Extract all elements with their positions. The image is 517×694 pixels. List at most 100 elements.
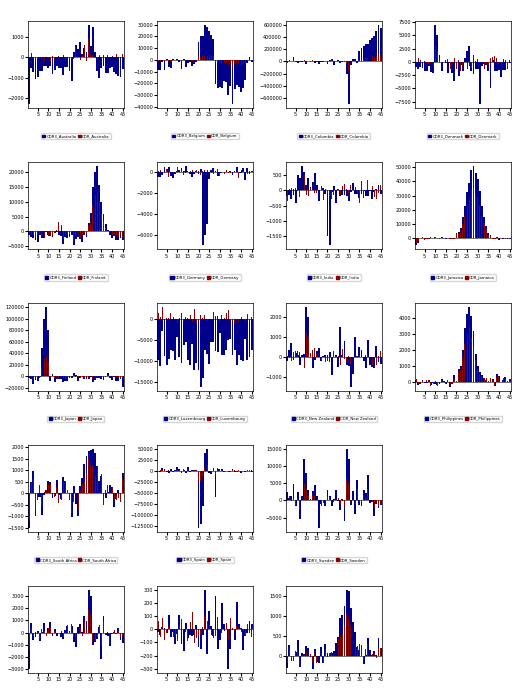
Bar bbox=[483, 62, 485, 64]
Bar bbox=[445, 62, 447, 63]
Bar bbox=[160, 60, 161, 61]
Bar bbox=[48, 629, 49, 632]
Bar bbox=[373, 190, 375, 192]
Bar bbox=[286, 190, 288, 196]
Legend: CDR3_Colombia, CDR_Colombia: CDR3_Colombia, CDR_Colombia bbox=[297, 133, 370, 139]
Bar bbox=[206, 319, 208, 354]
Bar bbox=[441, 62, 442, 63]
Bar bbox=[363, 357, 364, 361]
Bar bbox=[170, 319, 172, 350]
Bar bbox=[365, 493, 367, 500]
Bar bbox=[107, 375, 108, 376]
Bar bbox=[462, 357, 463, 382]
Bar bbox=[477, 369, 478, 382]
Bar bbox=[303, 60, 305, 62]
Bar bbox=[215, 629, 216, 636]
Bar bbox=[310, 498, 311, 500]
Bar bbox=[376, 500, 377, 503]
Bar bbox=[288, 498, 290, 500]
Bar bbox=[358, 51, 360, 62]
Bar bbox=[39, 376, 40, 378]
Bar bbox=[331, 653, 332, 656]
Bar bbox=[217, 617, 218, 629]
Bar bbox=[359, 355, 360, 357]
Bar bbox=[212, 39, 214, 60]
Bar bbox=[69, 231, 70, 234]
Bar bbox=[210, 471, 212, 473]
Bar bbox=[310, 356, 311, 357]
Bar bbox=[333, 500, 334, 502]
Bar bbox=[306, 646, 307, 656]
Bar bbox=[466, 314, 468, 382]
Bar bbox=[210, 626, 212, 629]
Bar bbox=[163, 628, 165, 629]
Bar bbox=[162, 618, 163, 629]
Bar bbox=[197, 42, 200, 60]
Bar bbox=[225, 319, 227, 350]
Bar bbox=[37, 231, 39, 242]
Bar bbox=[327, 653, 328, 656]
Bar bbox=[107, 485, 108, 493]
Bar bbox=[297, 355, 299, 357]
Bar bbox=[219, 60, 221, 87]
Bar bbox=[417, 238, 419, 243]
Bar bbox=[466, 192, 468, 238]
Bar bbox=[238, 60, 240, 87]
Bar bbox=[37, 376, 38, 378]
Bar bbox=[340, 636, 341, 656]
Bar bbox=[206, 448, 208, 471]
Bar bbox=[342, 349, 343, 357]
Bar bbox=[67, 376, 68, 378]
Bar bbox=[101, 376, 102, 378]
Bar bbox=[37, 493, 39, 497]
Bar bbox=[433, 382, 434, 384]
Bar bbox=[323, 500, 324, 502]
Bar bbox=[71, 231, 72, 232]
Bar bbox=[173, 171, 174, 174]
Bar bbox=[236, 60, 238, 85]
Bar bbox=[83, 376, 85, 379]
Bar bbox=[227, 319, 229, 340]
Bar bbox=[43, 319, 45, 376]
Bar bbox=[193, 629, 195, 635]
Bar bbox=[479, 374, 480, 382]
Bar bbox=[316, 351, 318, 357]
Bar bbox=[200, 471, 202, 523]
Bar bbox=[346, 357, 347, 365]
Bar bbox=[488, 62, 489, 71]
Bar bbox=[84, 231, 85, 233]
Bar bbox=[301, 172, 302, 190]
Bar bbox=[164, 60, 165, 62]
Bar bbox=[339, 190, 341, 196]
Bar bbox=[470, 62, 472, 71]
Bar bbox=[77, 627, 79, 632]
Bar bbox=[451, 382, 453, 384]
Bar bbox=[157, 60, 159, 70]
Bar bbox=[115, 376, 117, 381]
Bar bbox=[45, 307, 47, 376]
Bar bbox=[316, 496, 318, 500]
Bar bbox=[344, 190, 345, 196]
Bar bbox=[344, 500, 345, 521]
Bar bbox=[238, 171, 240, 173]
Bar bbox=[418, 382, 419, 384]
Bar bbox=[31, 482, 32, 493]
Bar bbox=[39, 493, 41, 498]
Bar bbox=[337, 60, 339, 62]
Bar bbox=[460, 228, 462, 238]
Bar bbox=[295, 652, 297, 656]
Bar bbox=[333, 62, 334, 63]
Bar bbox=[379, 648, 382, 656]
Bar bbox=[415, 62, 417, 67]
Bar bbox=[43, 493, 45, 496]
Bar bbox=[306, 307, 307, 357]
Bar bbox=[52, 632, 53, 636]
Bar bbox=[48, 481, 49, 493]
Bar bbox=[301, 62, 302, 63]
Bar bbox=[238, 627, 239, 629]
Bar bbox=[98, 627, 100, 632]
Bar bbox=[93, 205, 94, 231]
Bar bbox=[310, 187, 311, 190]
Bar bbox=[37, 493, 38, 500]
Bar bbox=[187, 629, 188, 641]
